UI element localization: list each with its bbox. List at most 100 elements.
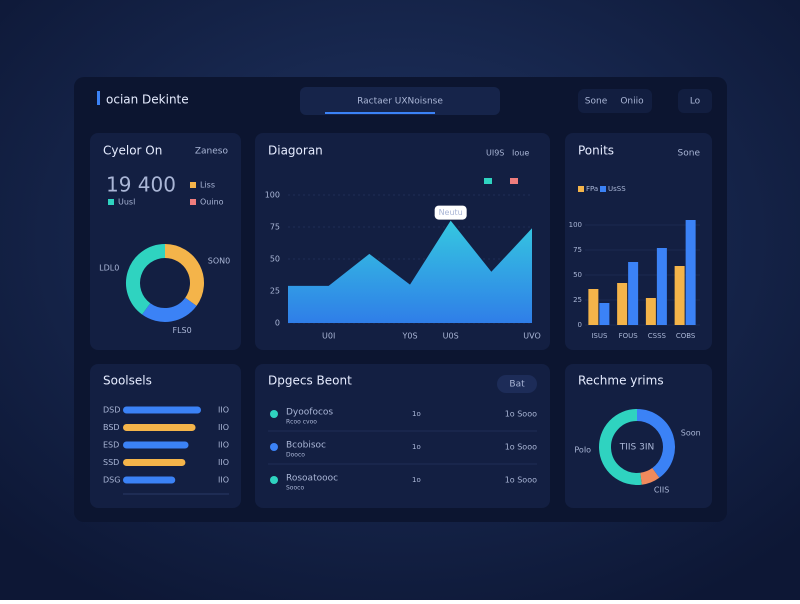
bar bbox=[123, 459, 186, 466]
item-right: 1o Sooo bbox=[505, 410, 537, 419]
item-mid: 1o bbox=[412, 443, 421, 451]
legend-label: FPa bbox=[586, 185, 598, 193]
bar bbox=[645, 298, 656, 325]
x-tick-label: CSSS bbox=[648, 332, 667, 340]
row-note: IIO bbox=[218, 458, 229, 467]
legend-swatch bbox=[578, 186, 584, 192]
panel bbox=[90, 133, 241, 350]
item-name: Rosoatoooc bbox=[286, 474, 338, 484]
bar bbox=[123, 406, 201, 414]
y-tick-label: 75 bbox=[573, 246, 582, 254]
y-tick-label: 50 bbox=[573, 271, 582, 279]
panel bbox=[565, 364, 712, 508]
item-sub: Sooco bbox=[286, 485, 304, 492]
button[interactable] bbox=[497, 375, 537, 393]
donut-segment bbox=[599, 409, 642, 485]
legend-swatch bbox=[190, 199, 196, 205]
legend-label: Ioue bbox=[512, 149, 529, 158]
status-dot bbox=[270, 443, 278, 451]
button[interactable]: Sone bbox=[585, 97, 608, 107]
bar bbox=[617, 283, 628, 325]
legend-swatch bbox=[484, 178, 492, 184]
donut-segment bbox=[636, 409, 675, 478]
row-note: IIO bbox=[218, 423, 229, 432]
y-tick-label: 0 bbox=[578, 321, 582, 329]
donut-segment bbox=[126, 244, 166, 315]
button-group[interactable] bbox=[578, 89, 652, 113]
status-dot bbox=[270, 476, 278, 484]
item-right: 1o Sooo bbox=[505, 476, 537, 485]
tag: Zaneso bbox=[195, 147, 229, 157]
row-label: DSG bbox=[103, 476, 120, 485]
search-box[interactable] bbox=[300, 87, 500, 115]
donut-segment bbox=[142, 297, 197, 322]
item-right: 1o Sooo bbox=[505, 443, 537, 452]
button[interactable]: Oniio bbox=[620, 97, 644, 107]
logo bbox=[97, 91, 100, 105]
donut-label: CIIS bbox=[654, 485, 669, 494]
legend-swatch bbox=[510, 178, 518, 184]
item-mid: 1o bbox=[412, 476, 421, 484]
y-tick-label: 100 bbox=[569, 221, 582, 229]
panel-title: Dpgecs Beont bbox=[268, 374, 352, 388]
bar bbox=[123, 476, 176, 484]
legend-label: Liss bbox=[200, 181, 215, 190]
button-label[interactable]: Bat bbox=[509, 380, 525, 390]
app-title: ocian Dekinte bbox=[106, 93, 189, 107]
bar bbox=[599, 303, 610, 325]
search-text: Ractaer UXNoisnse bbox=[357, 97, 443, 107]
x-tick-label: U0I bbox=[322, 332, 335, 341]
y-tick-label: 0 bbox=[275, 319, 280, 328]
y-tick-label: 25 bbox=[573, 296, 582, 304]
donut-label: LDL0 bbox=[99, 264, 119, 273]
y-tick-label: 100 bbox=[265, 191, 280, 200]
legend-label: UsSS bbox=[608, 185, 626, 193]
item-mid: 1o bbox=[412, 410, 421, 418]
y-tick-label: 75 bbox=[270, 223, 280, 232]
row-label: BSD bbox=[103, 423, 120, 432]
item-name: Bcobisoc bbox=[286, 441, 326, 451]
panel-title: Ponits bbox=[578, 144, 614, 158]
legend-label: Ouino bbox=[200, 198, 224, 207]
area bbox=[288, 220, 532, 323]
status-dot bbox=[270, 410, 278, 418]
callout-box bbox=[434, 205, 467, 220]
panel bbox=[255, 364, 550, 508]
item-sub: Dooco bbox=[286, 452, 305, 459]
y-tick-label: 50 bbox=[270, 255, 280, 264]
bar bbox=[588, 289, 599, 325]
callout: Neutu bbox=[439, 208, 463, 217]
item-name: Dyoofocos bbox=[286, 408, 333, 418]
search-underline bbox=[325, 112, 435, 114]
legend-swatch bbox=[108, 199, 114, 205]
panel bbox=[90, 364, 241, 508]
bar bbox=[628, 262, 639, 325]
panel-title: Cyelor On bbox=[103, 144, 162, 158]
row-label: ESD bbox=[103, 441, 119, 450]
legend-label: Uusl bbox=[118, 198, 135, 207]
item-sub: Rcoo cvoo bbox=[286, 419, 317, 426]
ring-center: TIIS 3IN bbox=[619, 443, 655, 453]
row-note: IIO bbox=[218, 441, 229, 450]
donut-label: PoIo bbox=[574, 445, 591, 454]
user-button[interactable] bbox=[678, 89, 712, 113]
row-label: DSD bbox=[103, 406, 120, 415]
row-note: IIO bbox=[218, 476, 229, 485]
donut-label: SON0 bbox=[208, 257, 230, 266]
bar bbox=[123, 441, 189, 449]
bar bbox=[123, 424, 196, 431]
big-number: 19 400 bbox=[106, 173, 176, 197]
x-tick-label: ISUS bbox=[591, 332, 608, 340]
panel-title: Diagoran bbox=[268, 144, 323, 158]
donut-label: Soon bbox=[681, 428, 701, 437]
row-note: IIO bbox=[218, 406, 229, 415]
legend-label: UI9S bbox=[486, 149, 504, 158]
panel-title: Soolsels bbox=[103, 374, 152, 388]
donut-segment bbox=[639, 467, 660, 485]
x-tick-label: Y0S bbox=[401, 332, 417, 341]
donut-label: FLS0 bbox=[173, 326, 192, 335]
user[interactable]: Lo bbox=[690, 97, 701, 107]
legend-swatch bbox=[600, 186, 606, 192]
